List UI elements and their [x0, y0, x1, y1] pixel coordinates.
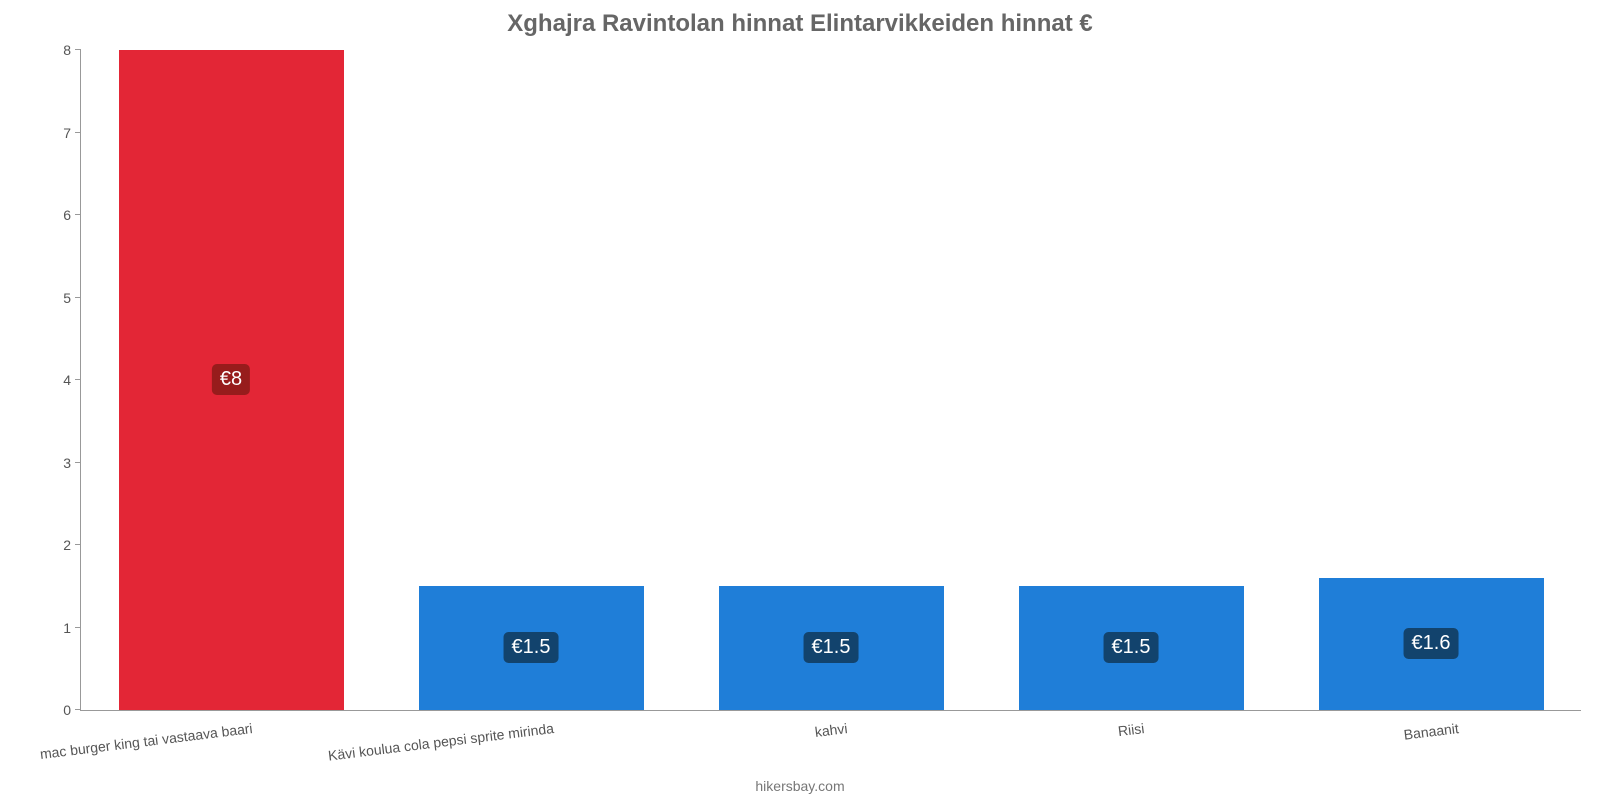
x-tick-label: mac burger king tai vastaava baari [39, 720, 253, 762]
bar-value-label: €1.5 [1104, 632, 1159, 663]
y-tick-label: 2 [41, 537, 71, 553]
chart-title: Xghajra Ravintolan hinnat Elintarvikkeid… [0, 10, 1600, 38]
bar-value-label: €1.5 [504, 632, 559, 663]
y-tick-mark [75, 297, 81, 298]
x-tick-label: Kävi koulua cola pepsi sprite mirinda [327, 720, 554, 764]
bar-value-label: €8 [212, 364, 250, 395]
y-tick-label: 1 [41, 620, 71, 636]
y-tick-mark [75, 462, 81, 463]
y-tick-label: 5 [41, 290, 71, 306]
price-bar-chart: Xghajra Ravintolan hinnat Elintarvikkeid… [0, 0, 1600, 800]
x-tick-label: kahvi [814, 720, 848, 740]
y-tick-label: 0 [41, 702, 71, 718]
y-tick-mark [75, 627, 81, 628]
y-tick-mark [75, 379, 81, 380]
attribution-text: hikersbay.com [0, 778, 1600, 794]
y-tick-mark [75, 132, 81, 133]
y-tick-label: 7 [41, 125, 71, 141]
y-tick-mark [75, 49, 81, 50]
x-tick-label: Banaanit [1403, 720, 1460, 743]
y-tick-mark [75, 544, 81, 545]
bar-value-label: €1.6 [1404, 628, 1459, 659]
y-tick-label: 6 [41, 207, 71, 223]
y-tick-mark [75, 214, 81, 215]
y-tick-label: 8 [41, 42, 71, 58]
y-tick-label: 3 [41, 455, 71, 471]
x-tick-label: Riisi [1117, 720, 1145, 739]
plot-area: 012345678€8mac burger king tai vastaava … [80, 50, 1581, 711]
bar-value-label: €1.5 [804, 632, 859, 663]
y-tick-mark [75, 709, 81, 710]
y-tick-label: 4 [41, 372, 71, 388]
